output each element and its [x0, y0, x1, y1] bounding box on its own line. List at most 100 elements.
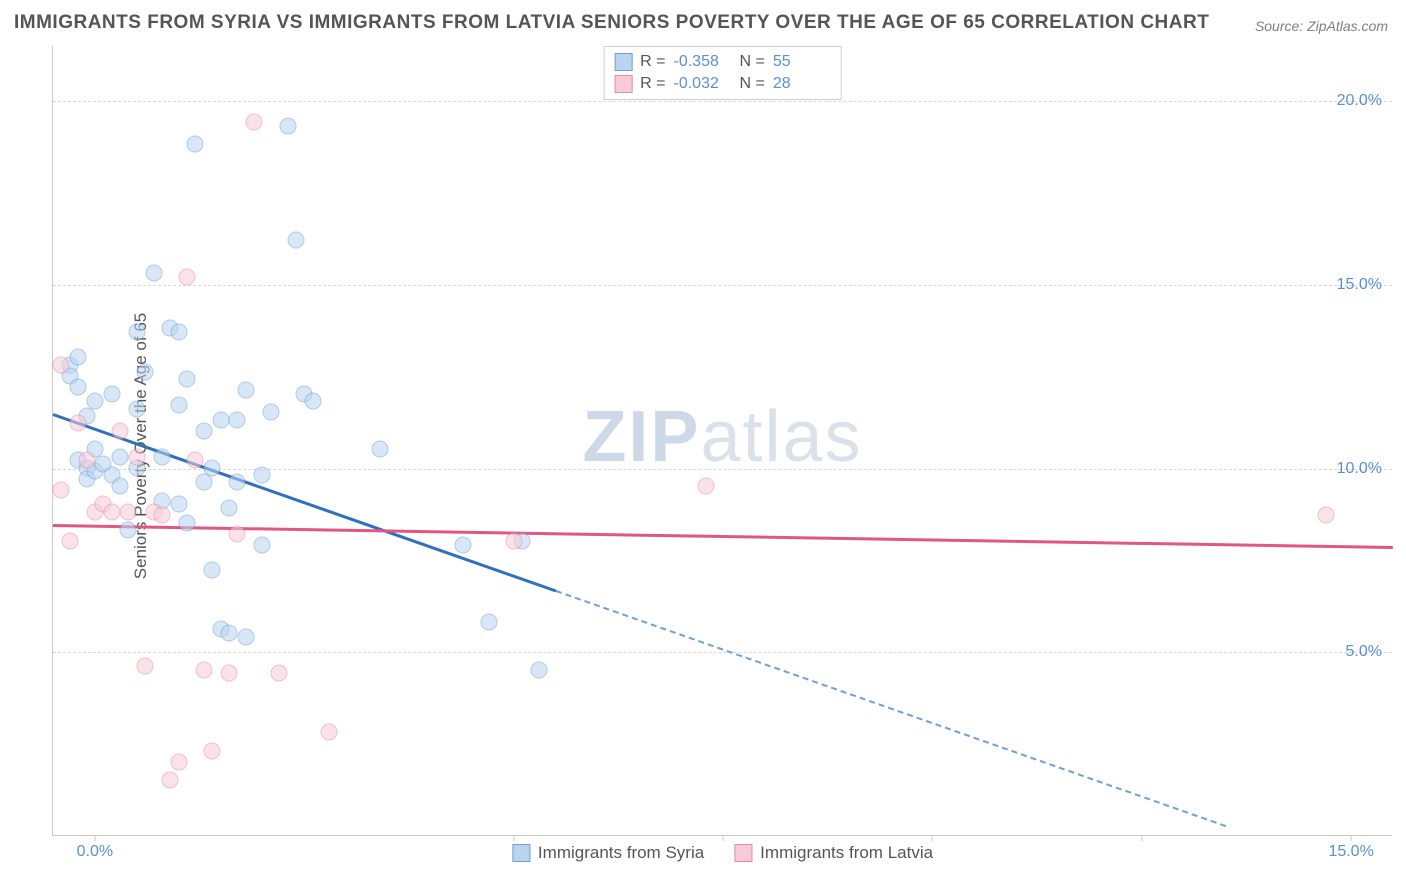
x-tick-mark [932, 835, 933, 841]
data-point [187, 136, 204, 153]
legend-row-latvia: R = -0.032 N = 28 [614, 73, 831, 95]
data-point [170, 397, 187, 414]
data-point [455, 536, 472, 553]
data-point [78, 452, 95, 469]
y-tick-label: 10.0% [1337, 460, 1382, 478]
data-point [371, 441, 388, 458]
gridline [53, 101, 1392, 102]
data-point [112, 448, 129, 465]
data-point [321, 724, 338, 741]
data-point [128, 323, 145, 340]
data-point [61, 533, 78, 550]
legend-item-latvia: Immigrants from Latvia [734, 843, 933, 863]
data-point [229, 525, 246, 542]
data-point [204, 742, 221, 759]
data-point [698, 477, 715, 494]
r-label: R = [640, 53, 665, 71]
r-label: R = [640, 75, 665, 93]
data-point [229, 411, 246, 428]
data-point [480, 613, 497, 630]
data-point [137, 364, 154, 381]
data-point [195, 661, 212, 678]
data-point [162, 771, 179, 788]
data-point [530, 661, 547, 678]
data-point [120, 503, 137, 520]
n-value-syria: 55 [773, 53, 831, 71]
gridline [53, 469, 1392, 470]
data-point [212, 411, 229, 428]
chart-container: IMMIGRANTS FROM SYRIA VS IMMIGRANTS FROM… [0, 0, 1406, 892]
data-point [70, 378, 87, 395]
x-tick-label: 15.0% [1328, 843, 1373, 861]
r-value-latvia: -0.032 [674, 75, 732, 93]
watermark: ZIPatlas [582, 395, 862, 477]
swatch-latvia-icon [614, 75, 632, 93]
data-point [179, 371, 196, 388]
y-tick-label: 5.0% [1346, 643, 1382, 661]
data-point [179, 268, 196, 285]
data-point [153, 448, 170, 465]
data-point [53, 481, 70, 498]
data-point [195, 474, 212, 491]
n-value-latvia: 28 [773, 75, 831, 93]
data-point [53, 356, 70, 373]
data-point [128, 448, 145, 465]
data-point [287, 231, 304, 248]
regression-line [555, 590, 1226, 827]
y-tick-label: 20.0% [1337, 92, 1382, 110]
data-point [112, 422, 129, 439]
x-tick-mark [94, 835, 95, 841]
y-tick-label: 15.0% [1337, 276, 1382, 294]
data-point [120, 522, 137, 539]
swatch-syria-icon [512, 844, 530, 862]
series-legend: Immigrants from Syria Immigrants from La… [512, 843, 933, 863]
x-tick-mark [513, 835, 514, 841]
x-tick-mark [1351, 835, 1352, 841]
data-point [145, 264, 162, 281]
data-point [254, 536, 271, 553]
data-point [220, 499, 237, 516]
x-tick-mark [1141, 835, 1142, 841]
chart-title: IMMIGRANTS FROM SYRIA VS IMMIGRANTS FROM… [14, 12, 1209, 34]
data-point [271, 665, 288, 682]
data-point [170, 323, 187, 340]
data-point [254, 466, 271, 483]
data-point [279, 117, 296, 134]
data-point [220, 665, 237, 682]
data-point [304, 393, 321, 410]
x-tick-mark [723, 835, 724, 841]
n-label: N = [740, 75, 765, 93]
x-tick-label: 0.0% [77, 843, 113, 861]
n-label: N = [740, 53, 765, 71]
legend-row-syria: R = -0.358 N = 55 [614, 51, 831, 73]
data-point [187, 452, 204, 469]
data-point [246, 114, 263, 131]
swatch-latvia-icon [734, 844, 752, 862]
legend-label-latvia: Immigrants from Latvia [760, 843, 933, 863]
data-point [103, 386, 120, 403]
data-point [220, 624, 237, 641]
data-point [237, 382, 254, 399]
data-point [229, 474, 246, 491]
correlation-legend: R = -0.358 N = 55 R = -0.032 N = 28 [603, 46, 842, 100]
data-point [86, 393, 103, 410]
data-point [137, 657, 154, 674]
data-point [262, 404, 279, 421]
data-point [204, 562, 221, 579]
legend-label-syria: Immigrants from Syria [538, 843, 704, 863]
data-point [103, 503, 120, 520]
data-point [195, 422, 212, 439]
data-point [70, 415, 87, 432]
data-point [112, 477, 129, 494]
data-point [204, 459, 221, 476]
data-point [170, 753, 187, 770]
data-point [179, 514, 196, 531]
data-point [70, 349, 87, 366]
swatch-syria-icon [614, 53, 632, 71]
data-point [237, 628, 254, 645]
data-point [505, 533, 522, 550]
legend-item-syria: Immigrants from Syria [512, 843, 704, 863]
data-point [1318, 507, 1335, 524]
data-point [128, 400, 145, 417]
r-value-syria: -0.358 [674, 53, 732, 71]
